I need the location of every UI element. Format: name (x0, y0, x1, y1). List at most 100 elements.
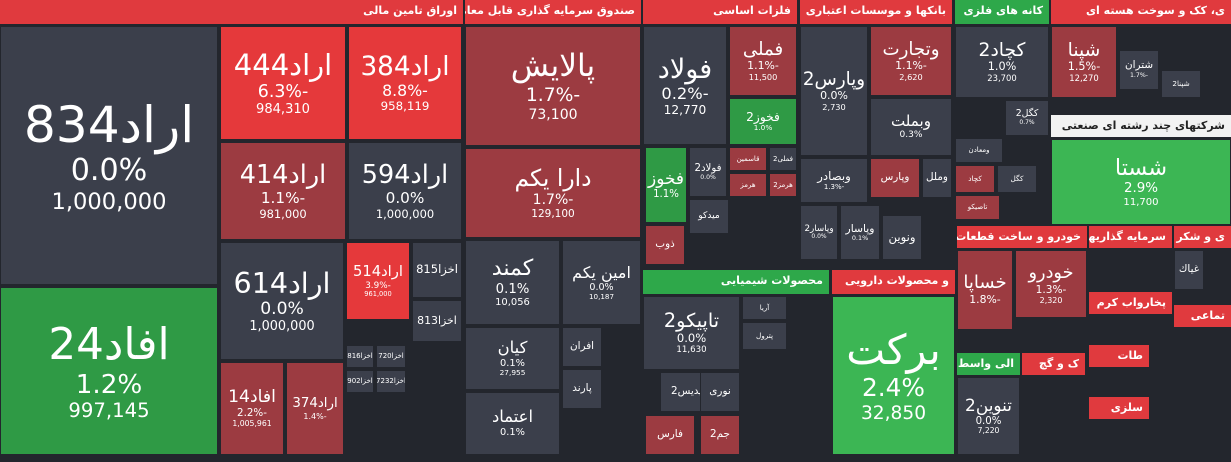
sector-header: ی، کک و سوخت هسته ای (1051, 0, 1231, 24)
stock-volume: 12,770 (663, 103, 707, 118)
stock-name: پارند (572, 382, 592, 395)
stock-name: فارس (657, 428, 683, 441)
stock-name: اراد384 (360, 52, 450, 83)
stock-tile: کگل (997, 165, 1037, 193)
stock-tile: فارس (645, 415, 695, 455)
stock-tile: خساپا -1.8% (957, 250, 1013, 330)
stock-volume: 23,700 (987, 73, 1017, 84)
stock-volume: 997,145 (68, 398, 150, 422)
stock-name: تنوین2 (965, 395, 1012, 416)
stock-volume: 10,187 (588, 292, 615, 302)
sector-header: بانکها و موسسات اعتباری (800, 0, 952, 24)
stock-change: 0.0% (676, 331, 707, 346)
sector-header: ک و گچ (1022, 353, 1085, 375)
stock-tile: اراد514 -3.9% 961,000 (346, 242, 410, 320)
stock-volume: 11,700 (1123, 196, 1159, 208)
stock-tile: قاسمین (729, 147, 767, 171)
stock-name: دارا یکم (514, 164, 592, 193)
stock-name: اخزا816 (347, 352, 373, 361)
stock-tile: اخزا720 (376, 345, 406, 368)
stock-volume: 32,850 (860, 402, 927, 424)
stock-name: وبصادر (817, 168, 851, 183)
stock-tile: اخزا7232 (376, 370, 406, 393)
stock-tile: ونوین (882, 215, 922, 260)
stock-change: 0.1% (500, 427, 525, 439)
stock-name: برکت (846, 325, 941, 374)
stock-change: -6.3% (257, 82, 309, 103)
stock-change: -1.4% (303, 411, 327, 421)
stock-volume: 10,056 (495, 297, 530, 309)
stock-name: وبملت (891, 112, 931, 131)
stock-tile: وپاسار2 0.0% (800, 205, 838, 260)
stock-tile: اراد374 -1.4% (286, 362, 344, 455)
stock-name: کگل (1010, 173, 1024, 183)
stock-tile: افاد14 -2.2% 1,005,961 (220, 362, 284, 455)
sector-header: خودرو و ساخت قطعات (957, 226, 1087, 248)
sector-header: کانه های فلزی (955, 0, 1049, 24)
stock-tile: اراد414 -1.1% 981,000 (220, 142, 346, 240)
stock-volume: 7,220 (977, 426, 1000, 436)
stock-name: قاسمین (736, 154, 760, 163)
stock-name: اخزا815 (416, 262, 458, 277)
stock-change: -3.9% (365, 280, 391, 291)
stock-tile: اخزا902 (346, 370, 374, 393)
sector-header: و محصولات دارویی (832, 270, 955, 294)
stock-tile: تنوین2 0.0% 7,220 (957, 377, 1020, 455)
sector-header: الی واسط (957, 353, 1020, 375)
stock-name: ونوین (888, 229, 916, 244)
stock-name: اراد614 (233, 266, 331, 301)
stock-name: وپاسار2 (804, 224, 834, 235)
stock-tile: تاصیکو (955, 195, 1000, 220)
sector-header: سرمایه گذاریها (1089, 226, 1172, 248)
stock-volume: 1,005,961 (232, 418, 272, 428)
stock-name: اراد444 (233, 47, 333, 82)
stock-tile: اراد384 -8.8% 958,119 (348, 26, 462, 140)
stock-name: فملی2 (773, 154, 794, 163)
stock-name: وپارس (880, 171, 910, 184)
stock-tile: اراد594 0.0% 1,000,000 (348, 142, 462, 240)
stock-name: تاپیکو2 (663, 309, 720, 333)
stock-tile: وپارس2 0.0% 2,730 (800, 26, 868, 156)
stock-volume: 2,320 (1039, 295, 1063, 305)
stock-change: 0.0% (975, 415, 1002, 427)
stock-tile: پارند (562, 369, 602, 409)
sector-header: طات (1089, 345, 1149, 367)
stock-name: ذوب (655, 238, 675, 251)
stock-tile: افاد24 1.2% 997,145 (0, 287, 218, 455)
stock-volume: 73,100 (528, 106, 578, 123)
sector-header: شرکتهای چند رشته ای صنعتی (1051, 115, 1231, 137)
stock-name: جم2 (710, 428, 730, 441)
stock-name: فولاد (657, 53, 713, 85)
stock-tile: کیان 0.1% 27,955 (465, 327, 560, 390)
stock-tile: کگل2 0.7% (1005, 100, 1049, 136)
stock-volume: 27,955 (499, 368, 526, 378)
stock-name: وتجارت (882, 38, 940, 60)
stock-name: اراد374 (292, 396, 338, 412)
sector-header: ی و شکر (1174, 226, 1231, 248)
stock-name: کمند (491, 255, 534, 282)
stock-tile: پترول (742, 322, 787, 350)
stock-change: 0.0% (811, 233, 827, 241)
stock-change: 1.0% (987, 60, 1017, 74)
stock-change: 1.2% (75, 369, 143, 400)
stock-name: هرمز (740, 180, 756, 189)
stock-tile: اراد614 0.0% 1,000,000 (220, 242, 344, 360)
stock-name: پالایش (510, 48, 596, 85)
stock-change: -0.2% (661, 83, 709, 103)
stock-volume: 981,000 (259, 206, 307, 221)
stock-name: آریا (759, 303, 770, 312)
stock-tile: وملل (922, 158, 952, 198)
stock-tile: افران (562, 327, 602, 367)
stock-tile: هرمز (729, 173, 767, 197)
stock-tile: اخزا815 (412, 242, 462, 298)
stock-volume: 1,000,000 (51, 188, 167, 215)
sector-header: فلزات اساسی (643, 0, 797, 24)
stock-tile: اخزا813 (412, 300, 462, 342)
stock-change: 0.0% (589, 282, 614, 294)
stock-change: -1.7% (525, 85, 581, 107)
stock-volume: 961,000 (364, 289, 392, 298)
stock-tile: فولاد -0.2% 12,770 (643, 26, 727, 145)
stock-change: 0.0% (385, 189, 425, 208)
stock-name: امین یکم (572, 262, 631, 282)
